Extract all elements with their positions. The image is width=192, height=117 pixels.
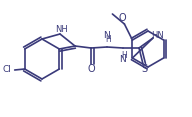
Text: HN: HN bbox=[151, 31, 163, 40]
Text: Cl: Cl bbox=[2, 66, 11, 75]
Text: S: S bbox=[141, 64, 147, 74]
Text: H: H bbox=[105, 35, 111, 44]
Text: O: O bbox=[119, 13, 126, 23]
Text: N: N bbox=[103, 31, 109, 40]
Text: O: O bbox=[87, 64, 95, 74]
Text: NH: NH bbox=[56, 24, 68, 33]
Text: H: H bbox=[121, 51, 127, 60]
Text: N: N bbox=[119, 55, 125, 64]
